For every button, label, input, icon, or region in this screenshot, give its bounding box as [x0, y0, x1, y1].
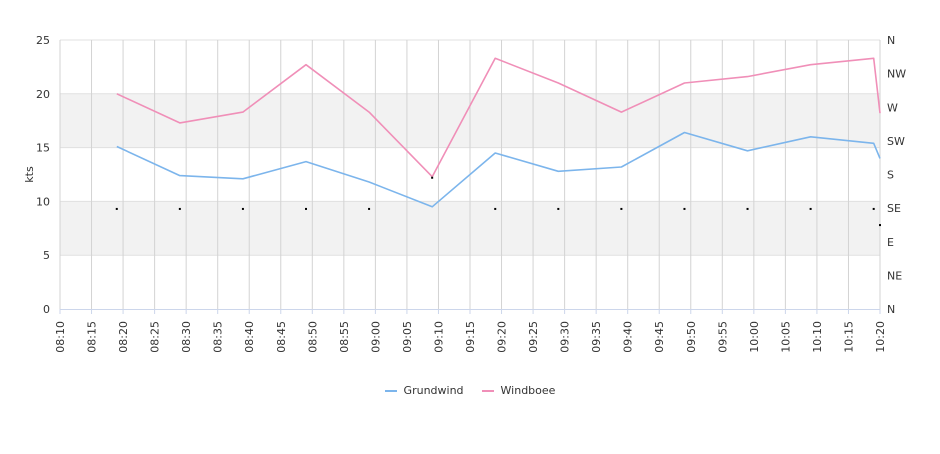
x-tick-label: 09:35 [590, 321, 603, 353]
x-tick-label: 08:45 [275, 321, 288, 353]
x-tick-label: 08:10 [54, 321, 67, 353]
right-axis-label: E [887, 236, 894, 249]
y-axis-title: kts [23, 166, 36, 183]
direction-marker [305, 207, 307, 210]
x-tick-label: 08:55 [338, 321, 351, 353]
x-tick-label: 09:20 [496, 321, 509, 353]
direction-marker [557, 207, 560, 210]
right-axis-label: SE [887, 202, 901, 215]
y-tick-label: 25 [36, 34, 50, 47]
y-tick-label: 0 [43, 303, 50, 316]
right-axis-label: S [887, 169, 894, 182]
x-tick-label: 10:00 [748, 321, 761, 353]
x-tick-label: 09:50 [685, 321, 698, 353]
x-tick-label: 10:05 [779, 321, 792, 353]
y-tick-label: 10 [36, 195, 50, 208]
y-tick-label: 15 [36, 142, 50, 155]
right-axis-label: SW [887, 135, 905, 148]
direction-marker [809, 207, 812, 210]
x-tick-label: 08:20 [117, 321, 130, 353]
x-tick-label: 10:20 [874, 321, 887, 353]
x-tick-label: 08:30 [180, 321, 193, 353]
legend-label-grundwind: Grundwind [403, 384, 464, 397]
direction-marker [494, 207, 497, 210]
direction-marker [620, 207, 623, 210]
right-axis-label: NE [887, 269, 902, 282]
direction-marker [431, 176, 434, 179]
legend-swatch-grundwind [384, 389, 397, 392]
right-axis-label: W [887, 101, 898, 114]
x-tick-label: 09:40 [622, 321, 635, 353]
x-tick-label: 10:10 [811, 321, 824, 353]
series-line-windboee [116, 57, 881, 178]
direction-marker [368, 207, 371, 210]
series-line-grundwind [116, 131, 881, 208]
legend-item-grundwind[interactable]: Grundwind [384, 384, 464, 397]
x-tick-label: 09:45 [653, 321, 666, 353]
direction-marker [241, 207, 244, 210]
series-group [115, 57, 881, 227]
x-tick-label: 09:15 [464, 321, 477, 353]
legend-swatch-windboee [481, 389, 494, 392]
x-tick-label: 08:50 [306, 321, 319, 353]
y-tick-label: 20 [36, 88, 50, 101]
x-tick-label: 10:15 [842, 321, 855, 353]
x-tick-label: 09:25 [527, 321, 540, 353]
axes [59, 309, 881, 314]
x-tick-label: 09:30 [559, 321, 572, 353]
legend: Grundwind Windboee [0, 384, 940, 397]
direction-marker [115, 207, 118, 210]
x-tick-label: 08:40 [243, 321, 256, 353]
x-tick-label: 08:35 [212, 321, 225, 353]
x-tick-label: 08:25 [149, 321, 162, 353]
right-axis-label: N [887, 34, 895, 47]
direction-marker [746, 207, 749, 210]
right-axis-label: N [887, 303, 895, 316]
legend-item-windboee[interactable]: Windboee [481, 384, 556, 397]
x-tick-label: 09:55 [716, 321, 729, 353]
legend-label-windboee: Windboee [500, 384, 556, 397]
direction-marker [178, 207, 181, 210]
direction-marker [879, 224, 881, 227]
x-tick-label: 09:05 [401, 321, 414, 353]
direction-marker [872, 207, 875, 210]
y-tick-label: 5 [43, 249, 50, 262]
direction-marker [683, 207, 686, 210]
axis-labels: 0 5 10 15 20 25 08:10 08:15 08:20 08:25 08:30 08:35… [23, 34, 906, 353]
x-tick-label: 09:10 [432, 321, 445, 353]
x-tick-label: 08:15 [86, 321, 99, 353]
right-axis-label: NW [887, 68, 906, 81]
x-tick-label: 09:00 [369, 321, 382, 353]
